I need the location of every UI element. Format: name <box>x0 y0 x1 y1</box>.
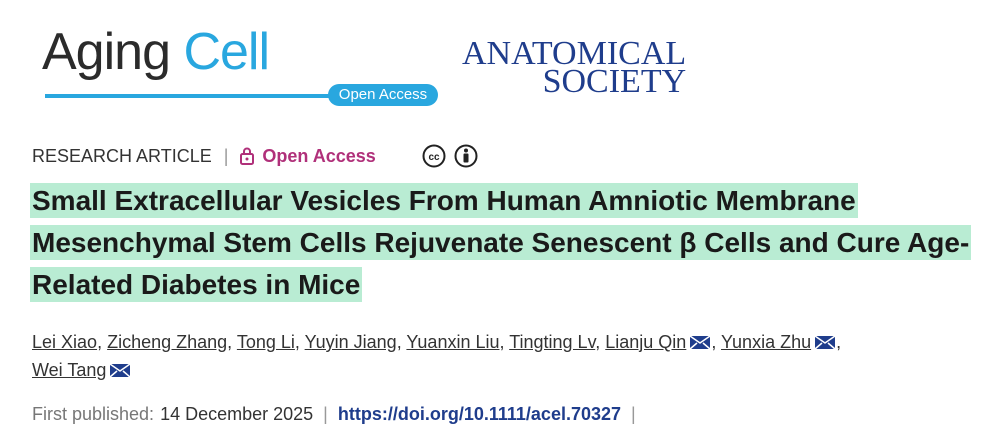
separator: | <box>631 404 636 424</box>
author: Tong Li, <box>237 332 300 352</box>
author-name[interactable]: Wei Tang <box>32 360 107 380</box>
author-name[interactable]: Lei Xiao <box>32 332 98 352</box>
author: Yunxia Zhu, <box>721 332 841 352</box>
author-name[interactable]: Yunxia Zhu <box>721 332 812 352</box>
author-separator: , <box>711 332 717 352</box>
author-name[interactable]: Lianju Qin <box>605 332 687 352</box>
article-type: RESEARCH ARTICLE <box>32 145 212 166</box>
author-list: Lei Xiao, Zicheng Zhang, Tong Li, Yuyin … <box>32 328 932 384</box>
society-logo[interactable]: ANATOMICAL SOCIETY <box>462 35 687 100</box>
access-label: Open Access <box>262 145 376 166</box>
author-name[interactable]: Tingting Lv <box>509 332 596 352</box>
author-separator: , <box>97 332 103 352</box>
author: Yuanxin Liu, <box>406 332 504 352</box>
access: Open Access <box>240 145 376 167</box>
logo-bar <box>45 94 335 98</box>
author-separator: , <box>836 332 842 352</box>
author-name[interactable]: Zicheng Zhang <box>107 332 228 352</box>
separator: | <box>323 404 328 424</box>
article-meta: RESEARCH ARTICLE | Open Access cc <box>32 143 480 169</box>
journal-word: Aging <box>42 23 171 81</box>
article-title: Small Extracellular Vesicles From Human … <box>30 180 980 306</box>
author-separator: , <box>396 332 402 352</box>
journal-name: Aging Cell <box>42 22 270 82</box>
published-date: 14 December 2025 <box>160 404 314 424</box>
email-icon[interactable] <box>814 334 836 350</box>
journal-word: Cell <box>183 23 270 81</box>
author-name[interactable]: Tong Li <box>236 332 295 352</box>
journal-badge: Open Access <box>328 84 438 106</box>
author: Lei Xiao, <box>32 332 102 352</box>
author-separator: , <box>227 332 233 352</box>
license-icons[interactable]: cc <box>422 143 480 169</box>
society-line: ANATOMICAL <box>462 35 687 72</box>
author: Zicheng Zhang, <box>107 332 232 352</box>
email-icon[interactable] <box>109 362 131 378</box>
author: Wei Tang <box>32 360 131 380</box>
author: Lianju Qin, <box>605 332 716 352</box>
doi-link[interactable]: https://doi.org/10.1111/acel.70327 <box>337 404 622 424</box>
author-separator: , <box>595 332 601 352</box>
author-name[interactable]: Yuyin Jiang <box>304 332 397 352</box>
journal-logo[interactable]: Aging Cell Open Access <box>42 22 442 112</box>
author: Yuyin Jiang, <box>305 332 402 352</box>
author-separator: , <box>499 332 505 352</box>
publication-info: First published: 14 December 2025 | http… <box>32 404 636 425</box>
society-line: SOCIETY <box>542 63 687 100</box>
separator: | <box>223 145 229 166</box>
author: Tingting Lv, <box>509 332 600 352</box>
published-label: First published: <box>32 404 155 424</box>
svg-text:cc: cc <box>428 152 440 163</box>
author-name[interactable]: Yuanxin Liu <box>406 332 500 352</box>
lock-icon <box>240 147 255 165</box>
title-text: Small Extracellular Vesicles From Human … <box>30 183 972 302</box>
email-icon[interactable] <box>689 334 711 350</box>
author-separator: , <box>294 332 300 352</box>
